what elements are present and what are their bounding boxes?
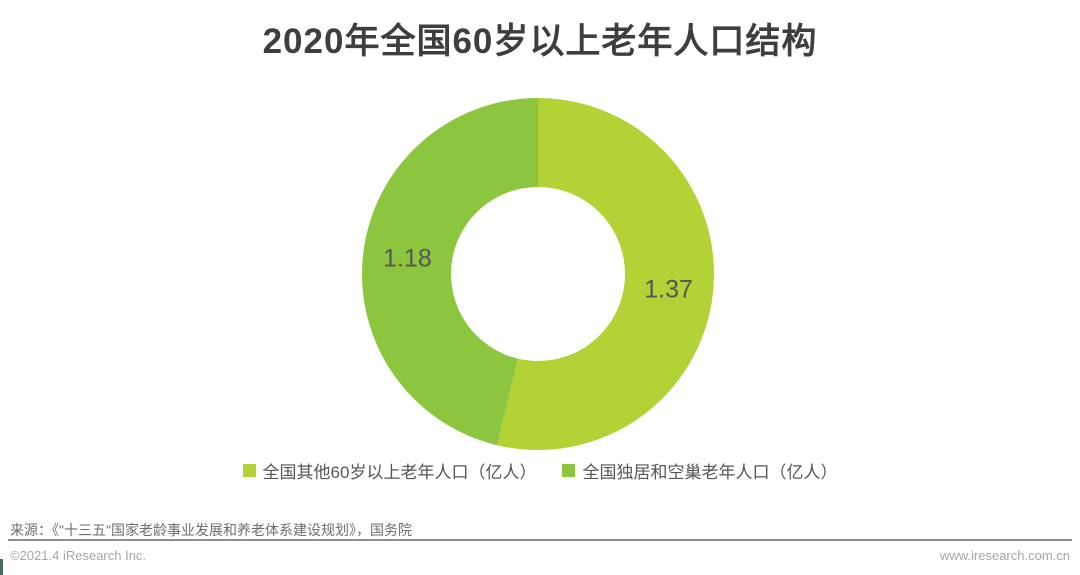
source-note: 来源：《"十三五"国家老龄事业发展和养老体系建设规划》，国务院 <box>10 522 412 538</box>
donut-chart: 1.37 1.18 <box>361 97 715 451</box>
copyright-text: ©2021.4 iResearch Inc. <box>10 548 147 563</box>
pie-segment-0 <box>497 98 715 451</box>
pie-segment-1 <box>362 98 538 446</box>
legend-item-0: 全国其他60岁以上老年人口（亿人） <box>242 458 537 483</box>
segment-value-label-1: 1.18 <box>383 245 432 273</box>
legend-label: 全国独居和空巢老年人口（亿人） <box>582 463 838 482</box>
legend-item-1: 全国独居和空巢老年人口（亿人） <box>562 458 837 483</box>
page-title: 2020年全国60岁以上老年人口结构 <box>262 22 818 61</box>
website-url: www.iresearch.com.cn <box>939 548 1070 563</box>
donut-chart-svg: 1.37 1.18 <box>362 98 715 451</box>
chart-legend: 全国其他60岁以上老年人口（亿人） 全国独居和空巢老年人口（亿人） <box>0 458 1080 483</box>
legend-label: 全国其他60岁以上老年人口（亿人） <box>262 463 537 482</box>
legend-swatch-icon <box>242 464 256 477</box>
footer-divider <box>8 539 1072 541</box>
bottom-left-edge-mark <box>0 559 3 575</box>
segment-value-label-0: 1.37 <box>644 275 693 303</box>
legend-swatch-icon <box>562 464 576 477</box>
